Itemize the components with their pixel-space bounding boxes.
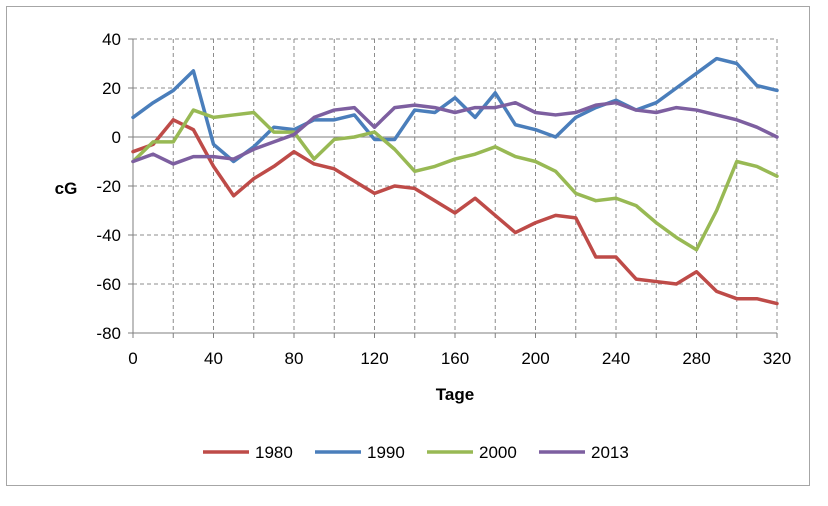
legend-label: 1990: [367, 443, 405, 462]
y-tick-label: 0: [112, 128, 121, 147]
x-tick-label: 80: [285, 349, 304, 368]
y-tick-label: -80: [96, 324, 121, 343]
x-tick-label: 120: [360, 349, 388, 368]
y-tick-label: 20: [102, 79, 121, 98]
x-tick-label: 40: [204, 349, 223, 368]
y-tick-label: -40: [96, 226, 121, 245]
x-tick-label: 200: [521, 349, 549, 368]
x-tick-label: 160: [441, 349, 469, 368]
series-line-2000: [131, 108, 779, 252]
series-line-1980: [131, 118, 779, 306]
legend-label: 1980: [255, 443, 293, 462]
x-tick-label: 280: [682, 349, 710, 368]
x-tick-label: 240: [602, 349, 630, 368]
chart-frame: [6, 6, 810, 486]
legend-label: 2000: [479, 443, 517, 462]
x-tick-label: 0: [128, 349, 137, 368]
y-axis-title: cG: [55, 179, 78, 198]
series-line-2013: [131, 100, 779, 166]
x-tick-label: 320: [763, 349, 791, 368]
legend-label: 2013: [591, 443, 629, 462]
y-tick-label: -20: [96, 177, 121, 196]
y-tick-label: 40: [102, 30, 121, 49]
x-axis-title: Tage: [436, 385, 474, 404]
y-tick-label: -60: [96, 275, 121, 294]
